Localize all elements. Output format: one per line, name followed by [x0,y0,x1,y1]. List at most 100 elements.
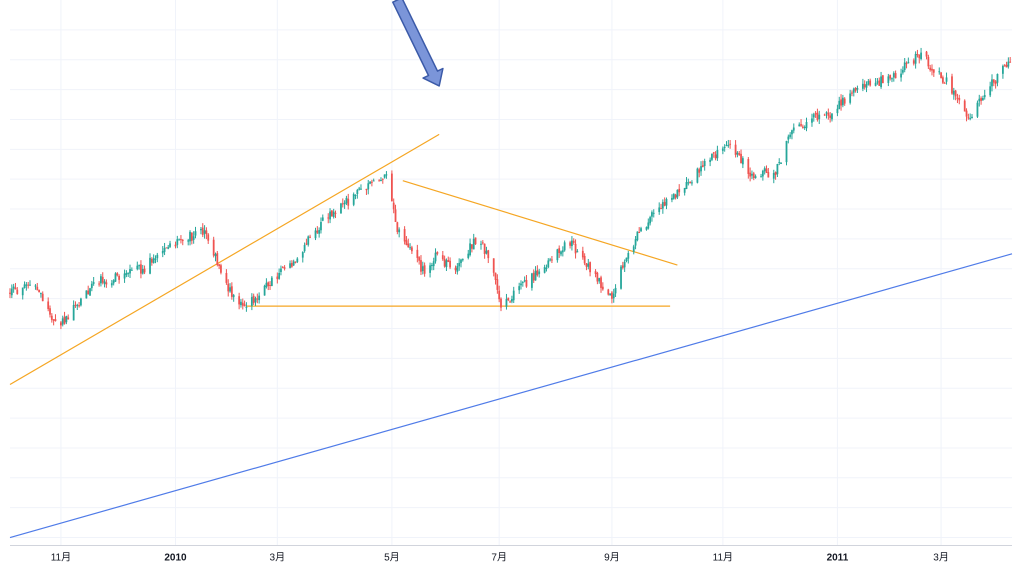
candle-up [409,243,411,250]
candle-up [723,144,726,152]
candle-up [250,293,253,311]
candle-down [256,293,259,304]
candle-body [203,230,206,234]
candle-up [314,227,317,241]
candle-up [891,77,893,83]
candle-body [23,284,26,288]
candle-up [152,254,155,264]
candle-body [576,251,579,253]
candle-down [423,262,426,277]
candle-up [887,73,890,87]
candle-down [365,188,368,195]
candle-down [905,61,908,69]
candle-body [518,286,521,291]
candle-up [971,114,973,119]
candle-body [54,319,57,322]
candle-body [332,211,335,217]
candle-up [76,303,79,310]
candle-up [563,240,566,252]
candle-down [418,256,421,265]
candle-body [290,263,293,267]
candle-body [803,126,806,128]
candle-body [523,280,526,282]
candle-body [789,134,792,137]
candle-up [531,272,533,291]
candle-body [441,255,444,260]
candle-body [671,197,673,200]
candle-body [741,158,744,165]
candle-body [396,222,399,232]
candle-down [190,232,193,245]
candle-down [712,151,715,158]
candle-up [520,280,522,290]
candle-down [738,150,741,156]
candle-body [241,302,244,306]
candle-up [571,236,573,251]
candle-body [220,265,222,273]
candle-up [372,178,375,182]
candle-up [636,231,639,242]
candle-body [256,298,259,300]
candle-down [87,285,90,295]
candle-down [827,108,830,120]
candle-up [634,236,637,250]
candle-up [421,261,424,275]
candle-down [36,282,39,291]
candle-up [92,276,95,286]
candle-body [841,97,844,106]
candle-body [1003,65,1006,67]
candle-body [129,269,131,274]
candle-up [687,178,690,186]
candle-body [749,172,752,177]
candle-body [265,282,268,287]
candle-body [951,76,953,94]
candle-body [738,153,741,156]
candle-body [380,179,382,181]
candle-body [345,197,348,204]
candle-up [130,267,133,271]
candle-up [40,292,42,298]
candle-down [449,257,451,270]
candle-body [110,283,113,286]
candle-body [189,231,191,242]
candle-body [74,304,77,306]
candle-down [889,74,892,81]
candle-body [143,268,146,273]
candle-down [54,314,57,322]
candle-body [609,293,612,296]
candle-down [50,313,53,323]
candle-down [816,108,819,122]
candle-body [245,306,248,308]
candle-down [765,165,768,174]
candle-body [685,182,688,190]
candle-body [487,250,490,259]
candle-down [416,244,419,263]
candle-down [378,179,381,182]
candle-body [167,247,170,249]
candle-up [587,258,590,270]
candle-up [952,87,955,100]
candle-body [10,288,13,296]
candle-up [138,264,141,270]
candle-up [358,186,361,191]
candle-down [747,157,750,179]
candle-up [761,169,764,181]
candle-down [994,80,997,89]
candle-body [445,260,448,268]
candle-up [683,187,686,196]
candle-down [252,293,255,305]
candle-body [560,251,562,255]
candle-body [709,159,712,162]
candle-down [525,275,528,288]
candle-up [805,117,808,132]
candle-down [403,226,406,245]
candle-down [330,209,333,217]
pointer-arrow [392,0,444,87]
candle-body [920,52,922,59]
candle-up [12,283,15,293]
candle-body [725,145,728,147]
candle-body [225,272,228,283]
candle-up [543,264,546,274]
